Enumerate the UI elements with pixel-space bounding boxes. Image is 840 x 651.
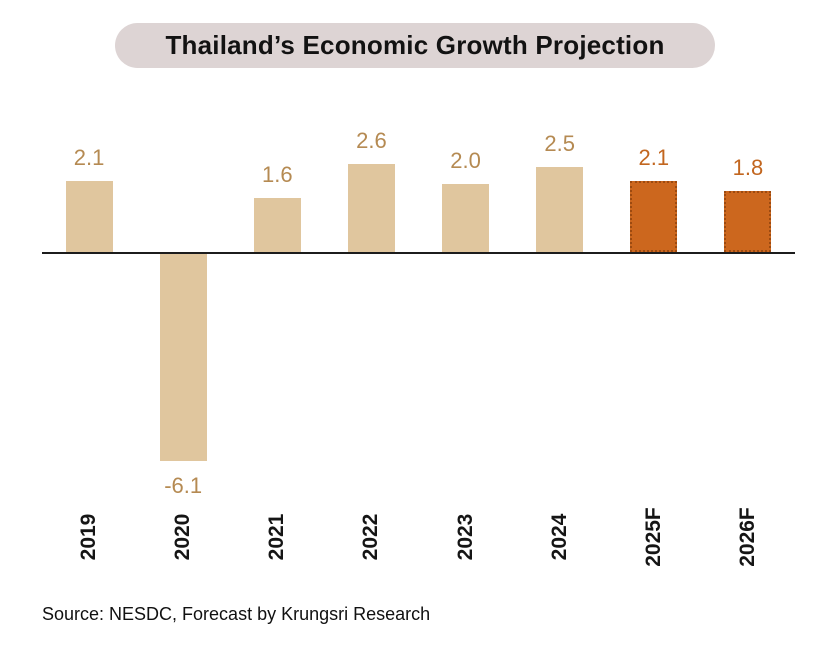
bar-2020 (159, 254, 207, 462)
bar-value-label-2020: -6.1 (164, 473, 203, 499)
bar-2026F (724, 190, 772, 252)
source-note: Source: NESDC, Forecast by Krungsri Rese… (42, 604, 431, 624)
page-title: Thailand’s Economic Growth Projection (165, 30, 665, 60)
bar-value-label-2026F: 1.8 (732, 154, 764, 180)
bar-chart: 2.1 2019 -6.1 2020 1.6 2021 2.6 2022 2.0 2023 2.5 2… (42, 0, 795, 600)
bar-2022 (347, 163, 395, 252)
bar-value-label-2019: 2.1 (73, 144, 105, 170)
bar-2025F (630, 180, 678, 252)
x-tick-label-2020: 2020 (171, 513, 195, 561)
x-tick-label-2025F: 2025F (641, 507, 665, 567)
bar-2019 (65, 180, 113, 252)
x-tick-label-2023: 2023 (453, 513, 477, 561)
bar-2023 (442, 184, 490, 252)
chart-title-pill: Thailand’s Economic Growth Projection (115, 23, 715, 68)
bar-value-label-2024: 2.5 (544, 131, 575, 156)
bar-value-label-2023: 2.0 (450, 148, 481, 173)
x-tick-label-2022: 2022 (359, 513, 383, 561)
bar-value-label-2025F: 2.1 (638, 144, 670, 170)
x-tick-label-2021: 2021 (265, 513, 289, 561)
x-tick-label-2024: 2024 (547, 513, 571, 561)
x-tick-label-2019: 2019 (77, 513, 101, 561)
bar-2021 (253, 197, 301, 252)
x-tick-label-2026F: 2026F (735, 507, 759, 567)
bar-value-label-2022: 2.6 (356, 127, 387, 153)
bar-value-label-2021: 1.6 (262, 161, 293, 187)
bar-2024 (536, 167, 584, 252)
x-axis-line (42, 252, 795, 254)
